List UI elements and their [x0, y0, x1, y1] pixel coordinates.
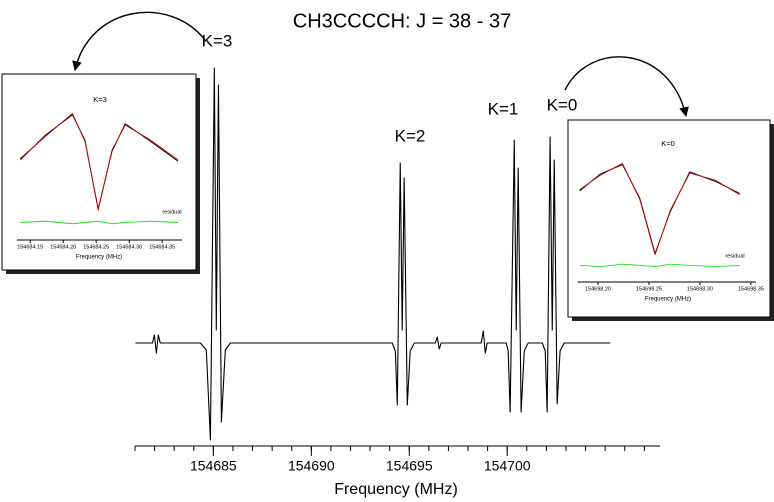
- series-line: [579, 162, 740, 256]
- inset-panel: [567, 119, 771, 318]
- annotation: K=3: [202, 31, 233, 50]
- x-tick-label: 154690: [288, 458, 335, 474]
- x-tick-label: 154684.20: [50, 244, 76, 250]
- x-tick-label: 154684.35: [149, 244, 175, 250]
- arrow: [72, 11, 206, 71]
- annotation: residual: [162, 209, 181, 215]
- series-line: [20, 220, 179, 225]
- x-tick-label: 154684.30: [116, 244, 142, 250]
- annotation: K=2: [395, 126, 426, 145]
- x-axis-label: Frequency (MHz): [645, 297, 691, 303]
- x-tick-label: 154685: [190, 458, 237, 474]
- x-tick-label: 154698.35: [738, 286, 764, 292]
- chart-title: K=3: [93, 95, 107, 104]
- series-line: [135, 67, 611, 441]
- x-axis-label: Frequency (MHz): [334, 481, 458, 498]
- x-tick-label: 154698.25: [636, 286, 662, 292]
- chart-title: CH3CCCCH: J = 38 - 37: [293, 10, 511, 32]
- annotation: K=0: [547, 95, 578, 114]
- chart-title: K=0: [661, 139, 675, 148]
- arrow: [564, 56, 689, 117]
- annotation: residual: [725, 253, 744, 259]
- series-line: [19, 114, 179, 211]
- x-tick-label: 154698.30: [687, 286, 713, 292]
- inset-panel: [1, 73, 197, 271]
- annotation: K=1: [488, 99, 519, 118]
- series-line: [579, 263, 740, 268]
- x-tick-label: 154684.25: [83, 244, 109, 250]
- x-tick-label: 154695: [386, 458, 433, 474]
- x-tick-label: 154698.20: [585, 286, 611, 292]
- x-axis-label: Frequency (MHz): [76, 255, 122, 261]
- x-tick-label: 154684.15: [17, 244, 43, 250]
- x-tick-label: 154700: [484, 458, 531, 474]
